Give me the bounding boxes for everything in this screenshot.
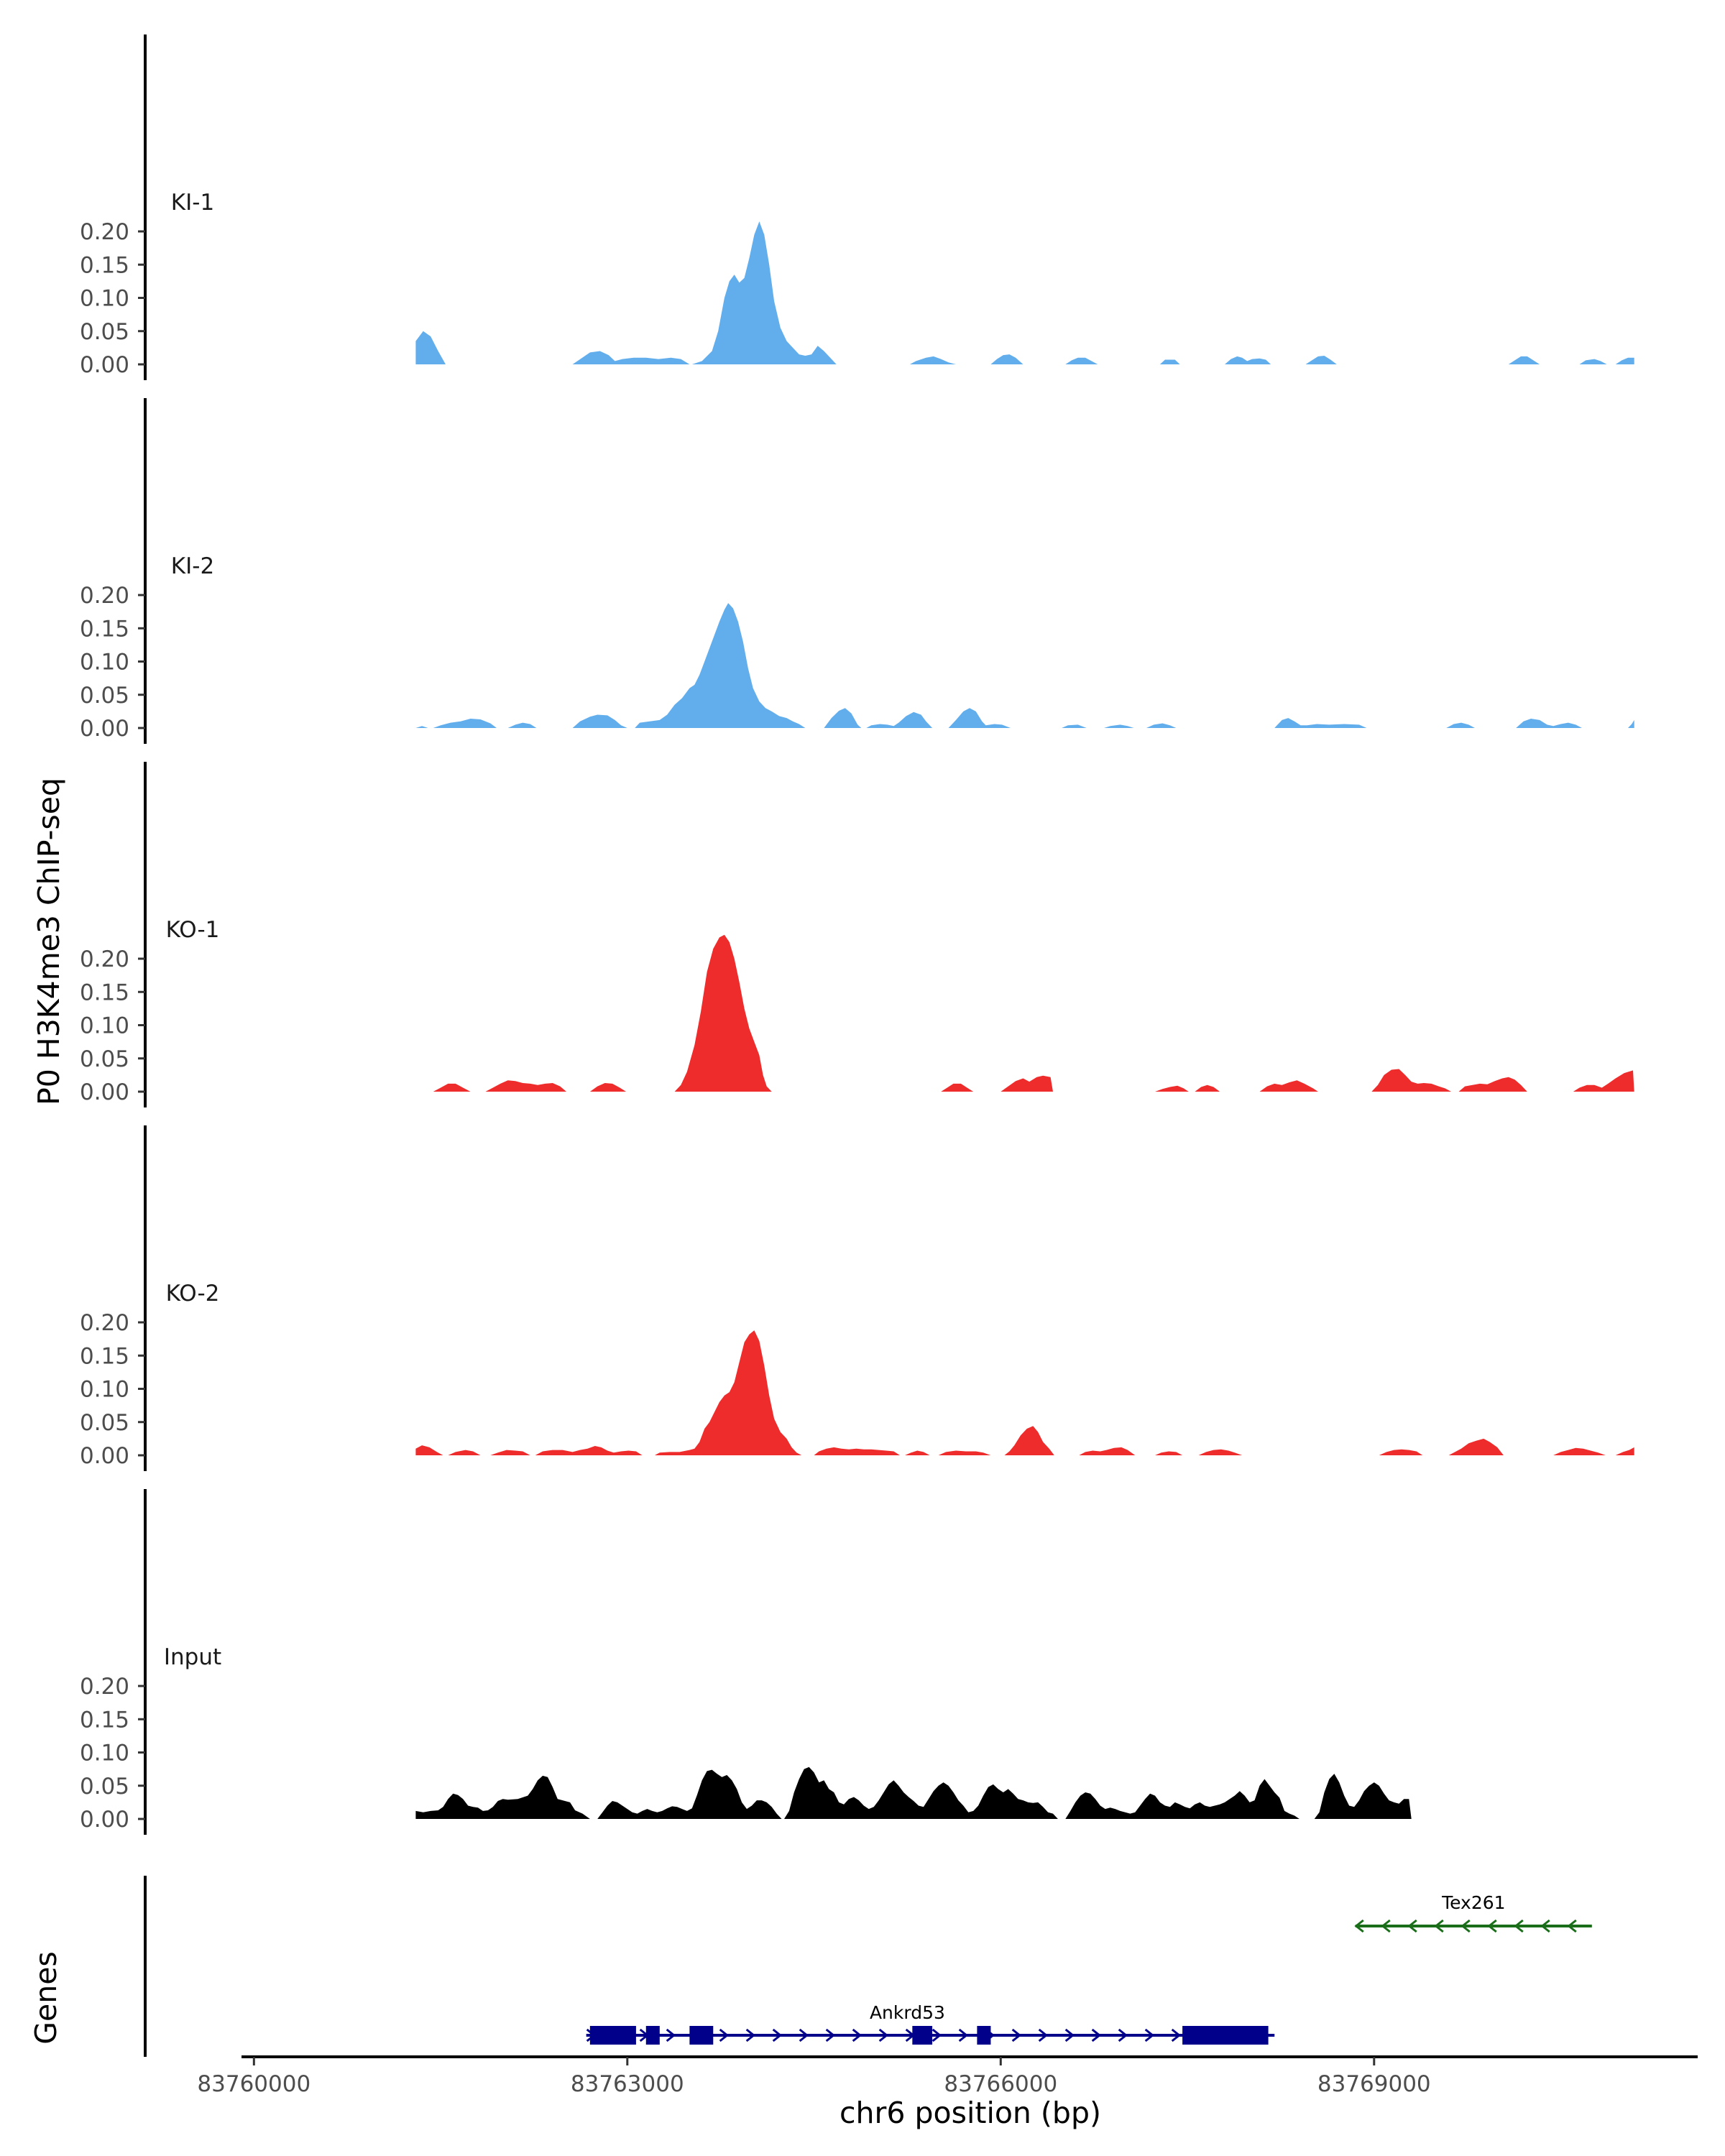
y-tick-label: 0.00 <box>80 1807 129 1833</box>
strand-chevron <box>1487 1919 1497 1933</box>
exon-block <box>645 2026 660 2045</box>
track-ki-2: 0.00 0.05 0.10 0.15 0.20 KI-2 <box>80 398 1634 744</box>
track-input: 0.00 0.05 0.10 0.15 0.20 Input <box>80 1489 1412 1835</box>
track-label: KO-2 <box>166 1281 220 1307</box>
exon-block <box>1182 2026 1269 2045</box>
strand-chevron <box>1460 1919 1471 1933</box>
strand-chevron <box>825 2028 836 2042</box>
strand-chevron <box>1091 2028 1102 2042</box>
track-label: KI-1 <box>171 190 214 216</box>
y-tick-label: 0.00 <box>80 1079 129 1105</box>
strand-chevron <box>1118 2028 1128 2042</box>
y-tick-label: 0.05 <box>80 1410 129 1436</box>
track-ko-2: 0.00 0.05 0.10 0.15 0.20 KO-2 <box>80 1125 1634 1471</box>
gene-tex261: Tex261 <box>1354 1892 1592 1933</box>
y-tick-label: 0.15 <box>80 1707 129 1733</box>
strand-chevron <box>1011 2028 1022 2042</box>
gene-name-label: Ankrd53 <box>870 2002 945 2023</box>
y-tick-label: 0.20 <box>80 1674 129 1700</box>
exon-block <box>589 2026 636 2045</box>
x-tick-label: 83769000 <box>1317 2071 1431 2097</box>
exon-block <box>912 2026 933 2045</box>
y-tick-label: 0.10 <box>80 1741 129 1766</box>
strand-chevron <box>1381 1919 1391 1933</box>
strand-chevron <box>1038 2028 1049 2042</box>
y-axis-title: P0 H3K4me3 ChIP-seq <box>32 778 66 1105</box>
x-tick-label: 83763000 <box>571 2071 684 2097</box>
tracks-layer: 0.00 0.05 0.10 0.15 0.20 KI-1 0.00 0.05 0.10 0.15… <box>80 34 1634 1835</box>
strand-chevron <box>1514 1919 1524 1933</box>
strand-chevron <box>1171 2028 1182 2042</box>
x-tick-label: 83766000 <box>944 2071 1057 2097</box>
y-tick-label: 0.00 <box>80 352 129 378</box>
strand-chevron <box>772 2028 783 2042</box>
y-tick-label: 0.20 <box>80 1310 129 1336</box>
strand-chevron <box>958 2028 969 2042</box>
y-tick-label: 0.15 <box>80 980 129 1005</box>
y-tick-label: 0.10 <box>80 1377 129 1403</box>
strand-chevron <box>1567 1919 1577 1933</box>
y-tick-label: 0.05 <box>80 319 129 345</box>
y-tick-label: 0.20 <box>80 219 129 245</box>
strand-chevron <box>1354 1919 1364 1933</box>
exon-block <box>689 2026 714 2045</box>
strand-chevron <box>1540 1919 1550 1933</box>
strand-chevron <box>799 2028 809 2042</box>
y-tick-label: 0.15 <box>80 1343 129 1369</box>
signal-area-ki-2 <box>415 603 1634 728</box>
x-tick-label: 83760000 <box>197 2071 310 2097</box>
strand-chevron <box>932 2028 942 2042</box>
y-tick-label: 0.05 <box>80 1774 129 1800</box>
track-label: KI-2 <box>171 553 214 579</box>
y-tick-label: 0.10 <box>80 1013 129 1039</box>
genes-layer: Tex261 Ankrd53 <box>144 1876 1592 2057</box>
strand-chevron <box>852 2028 862 2042</box>
y-tick-label: 0.00 <box>80 1443 129 1469</box>
y-tick-label: 0.15 <box>80 252 129 278</box>
genes-track-label: Genes <box>29 1951 63 2045</box>
x-axis: 83760000 83763000 83766000 83769000 <box>197 2055 1698 2097</box>
strand-chevron <box>1407 1919 1417 1933</box>
y-tick-label: 0.05 <box>80 1046 129 1072</box>
strand-chevron <box>719 2028 730 2042</box>
y-tick-label: 0.05 <box>80 683 129 709</box>
strand-chevron <box>1144 2028 1155 2042</box>
gene-name-label: Tex261 <box>1441 1892 1505 1913</box>
track-ki-1: 0.00 0.05 0.10 0.15 0.20 KI-1 <box>80 34 1634 380</box>
y-tick-label: 0.10 <box>80 650 129 676</box>
y-tick-label: 0.10 <box>80 286 129 312</box>
y-tick-label: 0.20 <box>80 583 129 609</box>
x-axis-title: chr6 position (bp) <box>840 2096 1101 2130</box>
strand-chevron <box>666 2028 676 2042</box>
signal-area-ki-1 <box>415 221 1634 364</box>
y-tick-label: 0.00 <box>80 716 129 742</box>
strand-chevron <box>1064 2028 1075 2042</box>
y-tick-label: 0.20 <box>80 946 129 972</box>
signal-area-input <box>415 1766 1412 1819</box>
exon-block <box>977 2026 991 2045</box>
strand-chevron <box>745 2028 756 2042</box>
signal-area-ko-1 <box>433 934 1634 1092</box>
y-tick-label: 0.15 <box>80 616 129 642</box>
strand-chevron <box>878 2028 889 2042</box>
track-label: KO-1 <box>166 917 220 943</box>
strand-chevron <box>1434 1919 1444 1933</box>
track-ko-1: 0.00 0.05 0.10 0.15 0.20 KO-1 <box>80 762 1634 1107</box>
track-label: Input <box>164 1644 221 1670</box>
signal-area-ko-2 <box>415 1330 1634 1455</box>
gene-ankrd53: Ankrd53 <box>586 2002 1275 2045</box>
